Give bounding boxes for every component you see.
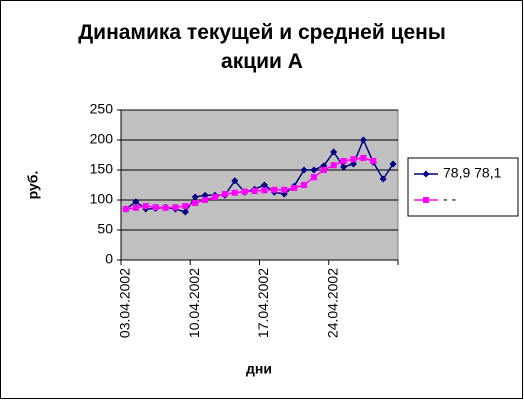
data-point xyxy=(221,191,228,197)
data-point xyxy=(310,174,317,181)
legend-box xyxy=(407,157,519,217)
data-point xyxy=(231,177,239,185)
chart-title: Динамика текущей и средней цены акции А xyxy=(78,21,446,73)
legend-marker xyxy=(423,197,429,203)
legend-label: 78,9 78,1 xyxy=(443,165,502,181)
legend-marker xyxy=(422,170,430,178)
data-point xyxy=(330,148,338,156)
y-tick-label: 200 xyxy=(90,131,114,147)
data-point xyxy=(201,191,209,199)
data-point xyxy=(310,166,318,174)
data-point xyxy=(231,189,238,196)
data-point xyxy=(300,166,308,174)
y-tick-label: 150 xyxy=(90,161,114,177)
x-axis-label: дни xyxy=(246,361,272,377)
y-tick-label: 50 xyxy=(97,221,113,237)
data-point xyxy=(132,204,139,211)
x-tick-label: 03.04.2002 xyxy=(117,268,133,338)
data-point xyxy=(191,193,199,201)
y-axis-label: руб. xyxy=(25,171,41,200)
data-point xyxy=(359,136,367,144)
data-point xyxy=(349,160,357,168)
data-point xyxy=(379,175,387,183)
data-point xyxy=(389,160,397,168)
data-point xyxy=(301,182,308,188)
data-point xyxy=(251,188,258,194)
y-tick-label: 100 xyxy=(90,191,114,207)
data-point xyxy=(370,158,377,164)
data-point xyxy=(350,156,357,163)
data-point xyxy=(211,194,218,200)
data-point xyxy=(132,198,140,206)
data-point xyxy=(281,186,288,193)
data-point xyxy=(152,204,159,211)
x-tick-label: 24.04.2002 xyxy=(324,268,340,338)
y-tick-label: 250 xyxy=(90,101,114,117)
data-point xyxy=(260,181,268,189)
data-point xyxy=(291,185,298,191)
data-point xyxy=(241,188,248,195)
data-point xyxy=(162,204,169,211)
data-point xyxy=(340,158,347,164)
data-point xyxy=(330,162,337,169)
data-point xyxy=(192,200,199,206)
legend-label: - - xyxy=(443,191,457,207)
data-point xyxy=(320,167,327,173)
data-point xyxy=(261,187,268,194)
data-point xyxy=(340,163,348,171)
x-tick-label: 17.04.2002 xyxy=(255,268,271,338)
data-point xyxy=(271,186,278,193)
data-point xyxy=(360,155,367,161)
data-point xyxy=(181,208,189,216)
plot-area xyxy=(120,109,399,261)
data-point xyxy=(122,206,129,212)
y-tick-label: 0 xyxy=(105,251,113,267)
x-tick-label: 10.04.2002 xyxy=(186,268,202,338)
data-point xyxy=(202,197,209,203)
data-point xyxy=(172,204,179,211)
data-point xyxy=(182,203,189,209)
data-point xyxy=(142,203,149,209)
